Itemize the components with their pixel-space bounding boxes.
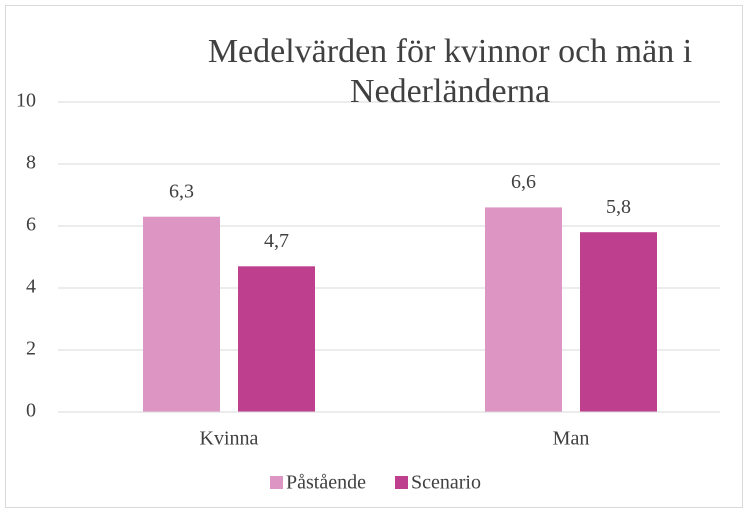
chart-title: Medelvärden för kvinnor och män i Nederl… (207, 33, 693, 110)
x-tick-label: Kvinna (200, 428, 259, 450)
bar (238, 266, 315, 412)
value-label: 6,3 (169, 180, 194, 202)
y-tick-label: 6 (26, 214, 36, 236)
value-label: 5,8 (606, 196, 631, 218)
y-tick-label: 4 (26, 276, 36, 298)
chart-border (5, 5, 743, 508)
y-tick-label: 2 (26, 338, 36, 360)
x-tick-label: Man (553, 428, 590, 450)
y-tick-label: 8 (26, 152, 36, 174)
y-tick-label: 10 (16, 90, 36, 112)
value-label: 4,7 (264, 230, 289, 252)
bar (143, 216, 220, 412)
legend-label: Scenario (411, 472, 481, 494)
y-tick-label: 0 (26, 400, 36, 422)
legend-swatch (395, 476, 408, 489)
bar (485, 207, 562, 412)
legend-swatch (270, 476, 283, 489)
bar (580, 232, 657, 412)
value-label: 6,6 (511, 171, 536, 193)
legend-label: Påstående (286, 472, 366, 494)
